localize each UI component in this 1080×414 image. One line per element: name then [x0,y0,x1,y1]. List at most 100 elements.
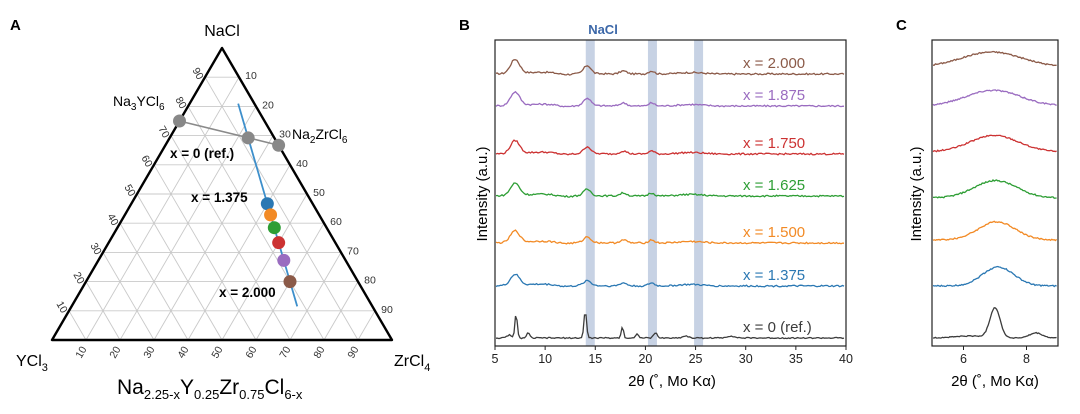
tie-line [179,120,279,147]
reference-point [173,114,186,128]
grid-line [153,135,274,341]
tick-label-right: 70 [347,245,359,257]
y-axis-title-c: Intensity (a.u.) [908,146,925,241]
xrd-zoom-pattern-x1375 [932,265,1057,288]
tick-label-bottom: 60 [243,344,259,360]
tick-label-bottom: 20 [107,344,123,360]
grid-line [221,193,308,341]
label-x0-ref: x = 0 (ref.) [170,146,234,161]
xrd-zoom-pattern-x1500 [932,220,1058,242]
grid-line [102,252,155,341]
x-axis-ticks-b: 5 10 15 20 25 30 35 40 [492,346,853,366]
y-axis-title-b: Intensity (a.u.) [474,146,491,241]
x-tick-label: 30 [739,352,753,366]
composition-point [267,221,281,235]
composition-point [272,236,286,250]
tick-label-left: 20 [70,270,86,286]
x-tick-label: 40 [839,352,853,366]
label-na2zrcl6: Na2ZrCl6 [292,126,348,146]
xrd-patterns [495,59,845,340]
plot-frame-b [494,39,847,347]
panel-letter-b: B [459,17,470,34]
series-label-x1500: x = 1.500 [743,224,805,241]
x-axis-title-c: 2θ (˚, Mo Kα) [951,373,1039,390]
grid-line [85,76,240,341]
composition-formula: Na2.25-xY0.25Zr0.75Cl6-x [117,376,303,402]
reference-point [272,138,286,152]
x-tick-label: 5 [492,352,499,366]
grid-line [323,281,359,341]
reference-point [241,131,255,145]
xrd-zoom-patterns [932,50,1058,339]
xrd-zoom-pattern-x2000 [933,50,1057,67]
nacl-band [585,40,595,346]
ternary-frame [50,46,394,342]
series-label-x1375: x = 1.375 [743,267,805,284]
vertex-label-zrcl4: ZrCl4 [394,353,430,374]
x-axis-title-b: 2θ (˚, Mo Kα) [628,373,716,390]
composition-point [260,197,274,211]
series-label-x2000: x = 2.000 [743,55,805,72]
grid-line [204,76,359,341]
tick-label-bottom: 40 [175,344,191,360]
tick-label-bottom: 80 [311,344,327,360]
composition-point [277,253,291,267]
grid-line [136,193,223,341]
composition-points [260,197,297,289]
tick-label-right: 90 [381,304,393,316]
label-x2000: x = 2.000 [219,285,276,300]
tick-label-right: 40 [296,158,308,170]
nacl-highlight-bands [585,40,704,346]
tick-label-right: 50 [313,187,325,199]
xrd-pattern-ref [495,314,845,340]
tick-label-right: 60 [330,216,342,228]
plot-frame-c [931,39,1059,347]
tick-label-left: 80 [172,95,188,111]
tick-label-bottom: 50 [209,344,225,360]
x-tick-label: 6 [960,352,967,366]
vertex-label-ycl3: YCl3 [16,353,48,374]
series-label-x1625: x = 1.625 [743,177,805,194]
tick-label-left: 30 [87,241,103,257]
label-x1375: x = 1.375 [191,190,248,205]
tick-label-right: 20 [262,99,274,111]
x-tick-label: 35 [789,352,803,366]
reference-points [173,114,286,152]
xrd-pattern-x1500 [495,229,845,245]
xrd-pattern-x1625 [495,182,845,198]
panel-letter-c: C [896,17,907,34]
xrd-zoom-pattern-ref [933,306,1057,339]
tick-label-bottom: 30 [141,344,157,360]
tick-label-bottom: 10 [73,344,89,360]
ternary-grid [68,76,376,341]
tick-label-left: 40 [104,212,120,228]
tick-label-right: 80 [364,275,376,287]
grid-line [119,222,189,341]
grid-line [289,252,342,341]
tick-label-left: 10 [53,299,69,315]
vertex-label-nacl: NaCl [204,23,240,40]
series-label-ref: x = 0 (ref.) [743,319,812,336]
composition-point [264,208,278,222]
grid-line [68,310,87,341]
tick-label-left: 50 [121,182,137,198]
nacl-band [647,40,657,346]
x-tick-label: 10 [538,352,552,366]
tick-label-right: 30 [279,129,291,141]
xrd-pattern-x1750 [495,139,845,156]
tick-label-left: 60 [138,153,154,169]
tick-label-right: 10 [245,70,257,82]
x-tick-label: 20 [638,352,652,366]
series-label-x1750: x = 1.750 [743,135,805,152]
grid-line [85,281,121,341]
nacl-band-label: NaCl [588,22,618,37]
x-tick-label: 25 [689,352,703,366]
grid-line [170,135,291,341]
xrd-pattern-x1375 [495,273,845,288]
nacl-band [694,40,704,346]
xrd-zoom-pattern-x1625 [932,179,1057,199]
